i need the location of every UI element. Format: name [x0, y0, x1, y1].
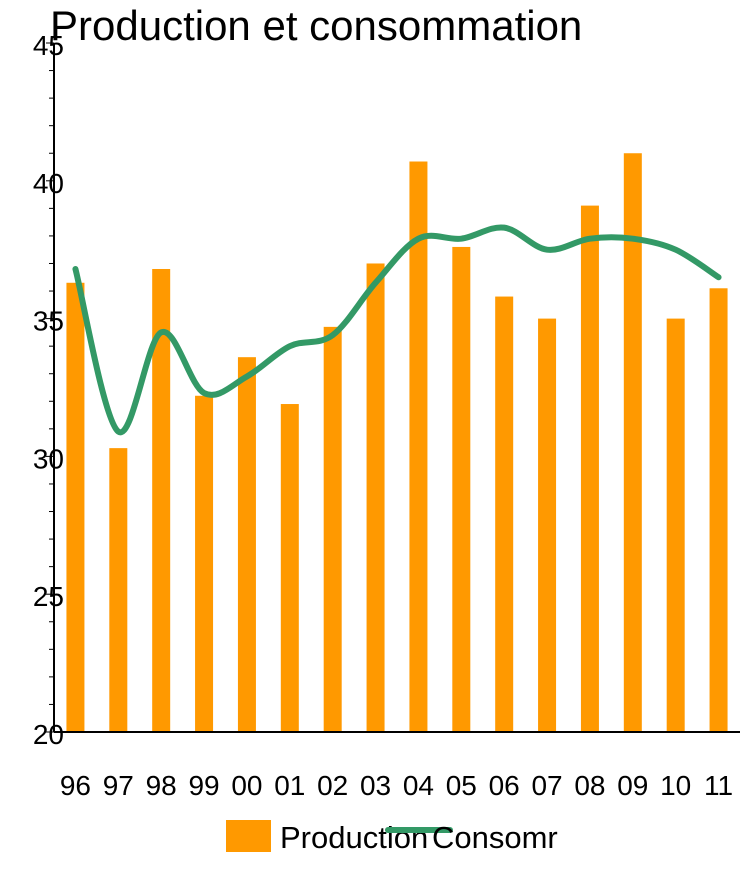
y-tick-label: 45	[33, 30, 64, 61]
production-bar	[109, 448, 128, 732]
production-bar	[623, 153, 642, 733]
production-bar	[495, 296, 514, 732]
legend-label-production: Production	[280, 820, 428, 855]
production-bar	[538, 318, 557, 732]
x-tick-label: 98	[146, 770, 177, 801]
x-tick-label: 11	[704, 770, 733, 801]
legend-label-consommation: Consomr	[432, 820, 558, 855]
production-bar	[409, 161, 428, 732]
x-tick-label: 05	[446, 770, 477, 801]
production-bar	[666, 318, 685, 732]
legend-swatch-production	[226, 820, 271, 852]
production-bar	[152, 268, 171, 732]
production-bar	[580, 205, 599, 732]
y-tick-label: 30	[33, 443, 64, 474]
x-tick-label: 09	[617, 770, 648, 801]
x-tick-label: 06	[489, 770, 520, 801]
x-tick-label: 04	[403, 770, 434, 801]
y-tick-label: 20	[33, 719, 64, 750]
x-tick-label: 96	[60, 770, 91, 801]
x-tick-label: 02	[317, 770, 348, 801]
x-tick-label: 97	[103, 770, 134, 801]
chart-title: Production et consommation	[50, 2, 583, 49]
y-tick-label: 35	[33, 306, 64, 337]
y-tick-label: 40	[33, 168, 64, 199]
production-bar	[237, 357, 256, 732]
production-bar	[195, 395, 214, 732]
production-bar	[709, 288, 728, 732]
production-bar	[66, 282, 85, 732]
x-tick-label: 10	[660, 770, 691, 801]
consommation-line	[72, 224, 722, 435]
y-tick-label: 25	[33, 581, 64, 612]
x-tick-label: 03	[360, 770, 391, 801]
production-bar	[452, 246, 471, 732]
production-bar	[323, 326, 342, 732]
x-tick-label: 00	[231, 770, 262, 801]
production-bar	[366, 263, 385, 732]
x-tick-label: 08	[574, 770, 605, 801]
production-bar	[280, 404, 299, 732]
x-tick-label: 99	[188, 770, 219, 801]
x-tick-label: 01	[274, 770, 305, 801]
x-tick-label: 07	[531, 770, 562, 801]
